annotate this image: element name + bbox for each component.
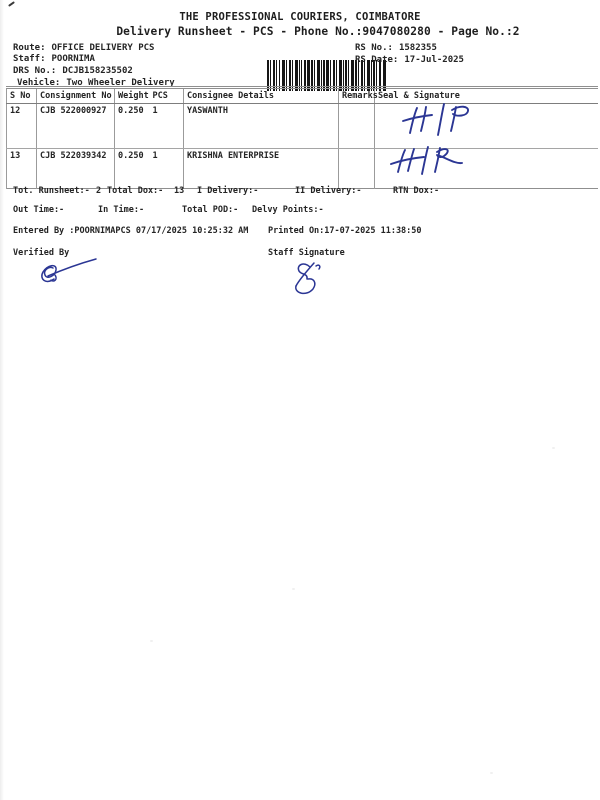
entered-by: Entered By :POORNIMAPCS 07/17/2025 10:25…: [13, 226, 248, 236]
cell-pcs: 1: [149, 103, 184, 149]
vehicle-value: Two Wheeler Delivery: [66, 78, 175, 88]
rs-no-label: RS No.:: [355, 43, 393, 53]
drs-value: DCJB158235502: [62, 66, 133, 76]
entered-by-label: Entered By :: [13, 226, 75, 236]
tot-runsheet-value: 2: [96, 186, 102, 196]
barcode-bars: [266, 60, 386, 91]
cell-consignment-no: CJB 522000927: [36, 103, 115, 149]
rs-date-label: RS Date:: [355, 55, 399, 65]
cell-pcs: 1: [152, 151, 158, 161]
entered-by-value: POORNIMAPCS 07/17/2025 10:25:32 AM: [74, 226, 249, 236]
header-pcs: PCS: [149, 87, 184, 104]
header-weight: Weight: [114, 87, 150, 104]
printed-on-value: 17-07-2025 11:38:50: [324, 226, 422, 236]
delvy-points-label: Delvy Points:-: [252, 205, 324, 215]
company-title: THE PROFESSIONAL COURIERS, COIMBATORE: [179, 11, 421, 23]
scan-speck: [490, 772, 493, 774]
out-time-label: Out Time:-: [13, 205, 65, 215]
pen-scratch-icon: [8, 1, 15, 7]
total-pod-label: Total POD:-: [182, 205, 239, 215]
staff-signature-label: Staff Signature: [268, 248, 345, 258]
scan-speck: [292, 588, 295, 590]
printed-on: Printed On:17-07-2025 11:38:50: [268, 226, 422, 236]
table-header-row: S No Consignment No Weight PCS Consignee…: [6, 87, 598, 104]
rtn-dox-label: RTN Dox:-: [393, 186, 440, 196]
route-label: Route:: [13, 43, 46, 53]
rs-date-value: 17-Jul-2025: [404, 55, 464, 65]
rs-no-value: 1582355: [398, 43, 437, 53]
i-delivery-label: I Delivery:-: [197, 186, 259, 196]
cell-s-no: 13: [6, 148, 37, 189]
vehicle-label: Vehicle:: [17, 78, 61, 88]
cell-s-no: 12: [6, 103, 37, 149]
route-value: OFFICE DELIVERY PCS: [51, 43, 155, 53]
rs-no-line: RS No.: 1582355: [355, 43, 437, 53]
runsheet-subtitle: Delivery Runsheet - PCS - Phone No.:9047…: [116, 25, 520, 38]
cell-weight: 0.250: [114, 103, 150, 149]
table-row: 12 CJB 522000927 0.250 1 YASWANTH: [6, 103, 598, 149]
drs-line: DRS No.: DCJB158235502: [13, 66, 133, 76]
seal-mark-hir-icon: [390, 146, 463, 175]
cell-consignee: YASWANTH: [183, 103, 339, 149]
staff-label: Staff:: [13, 54, 46, 64]
header-consignee-details: Consignee Details: [183, 87, 339, 104]
header-consignment-no: Consignment No: [36, 87, 115, 104]
table-row: 13 CJB 522039342 0.250 1 KRISHNA ENTERPR…: [6, 148, 598, 189]
ii-delivery-label: II Delivery:-: [295, 186, 362, 196]
cell-consignee: KRISHNA ENTERPRISE: [183, 148, 339, 189]
scan-speck: [552, 447, 555, 449]
rs-date-line: RS Date: 17-Jul-2025: [355, 55, 464, 65]
in-time-label: In Time:-: [98, 205, 145, 215]
consignment-table: S No Consignment No Weight PCS Consignee…: [6, 86, 598, 189]
staff-line: Staff: POORNIMA: [13, 54, 95, 64]
header-remarks: Remarks: [338, 87, 378, 104]
header-seal-signature: Seal & Signature: [374, 87, 598, 104]
seal-mark-hp-icon: [402, 103, 469, 136]
staff-signature-icon: [295, 262, 321, 295]
staff-value: POORNIMA: [51, 54, 95, 64]
barcode-icon: [228, 41, 387, 114]
printed-on-label: Printed On:: [268, 226, 325, 236]
verified-by-signature-icon: [41, 258, 97, 283]
total-dox-label: Total Dox:-: [107, 186, 164, 196]
tot-runsheet-label: Tot. Runsheet:-: [13, 186, 90, 196]
cell-remarks: [338, 148, 375, 189]
route-line: Route: OFFICE DELIVERY PCS: [13, 43, 154, 53]
cell-remarks: [338, 103, 375, 149]
cell-consignment-no: CJB 522039342: [36, 148, 115, 189]
drs-label: DRS No.:: [13, 66, 57, 76]
total-dox-value: 13: [174, 186, 185, 196]
vehicle-line: Vehicle: Two Wheeler Delivery: [17, 78, 175, 88]
verified-by-label: Verified By: [13, 248, 70, 258]
header-s-no: S No: [6, 87, 37, 104]
cell-weight: 0.250: [114, 148, 150, 189]
scan-speck: [150, 640, 153, 642]
